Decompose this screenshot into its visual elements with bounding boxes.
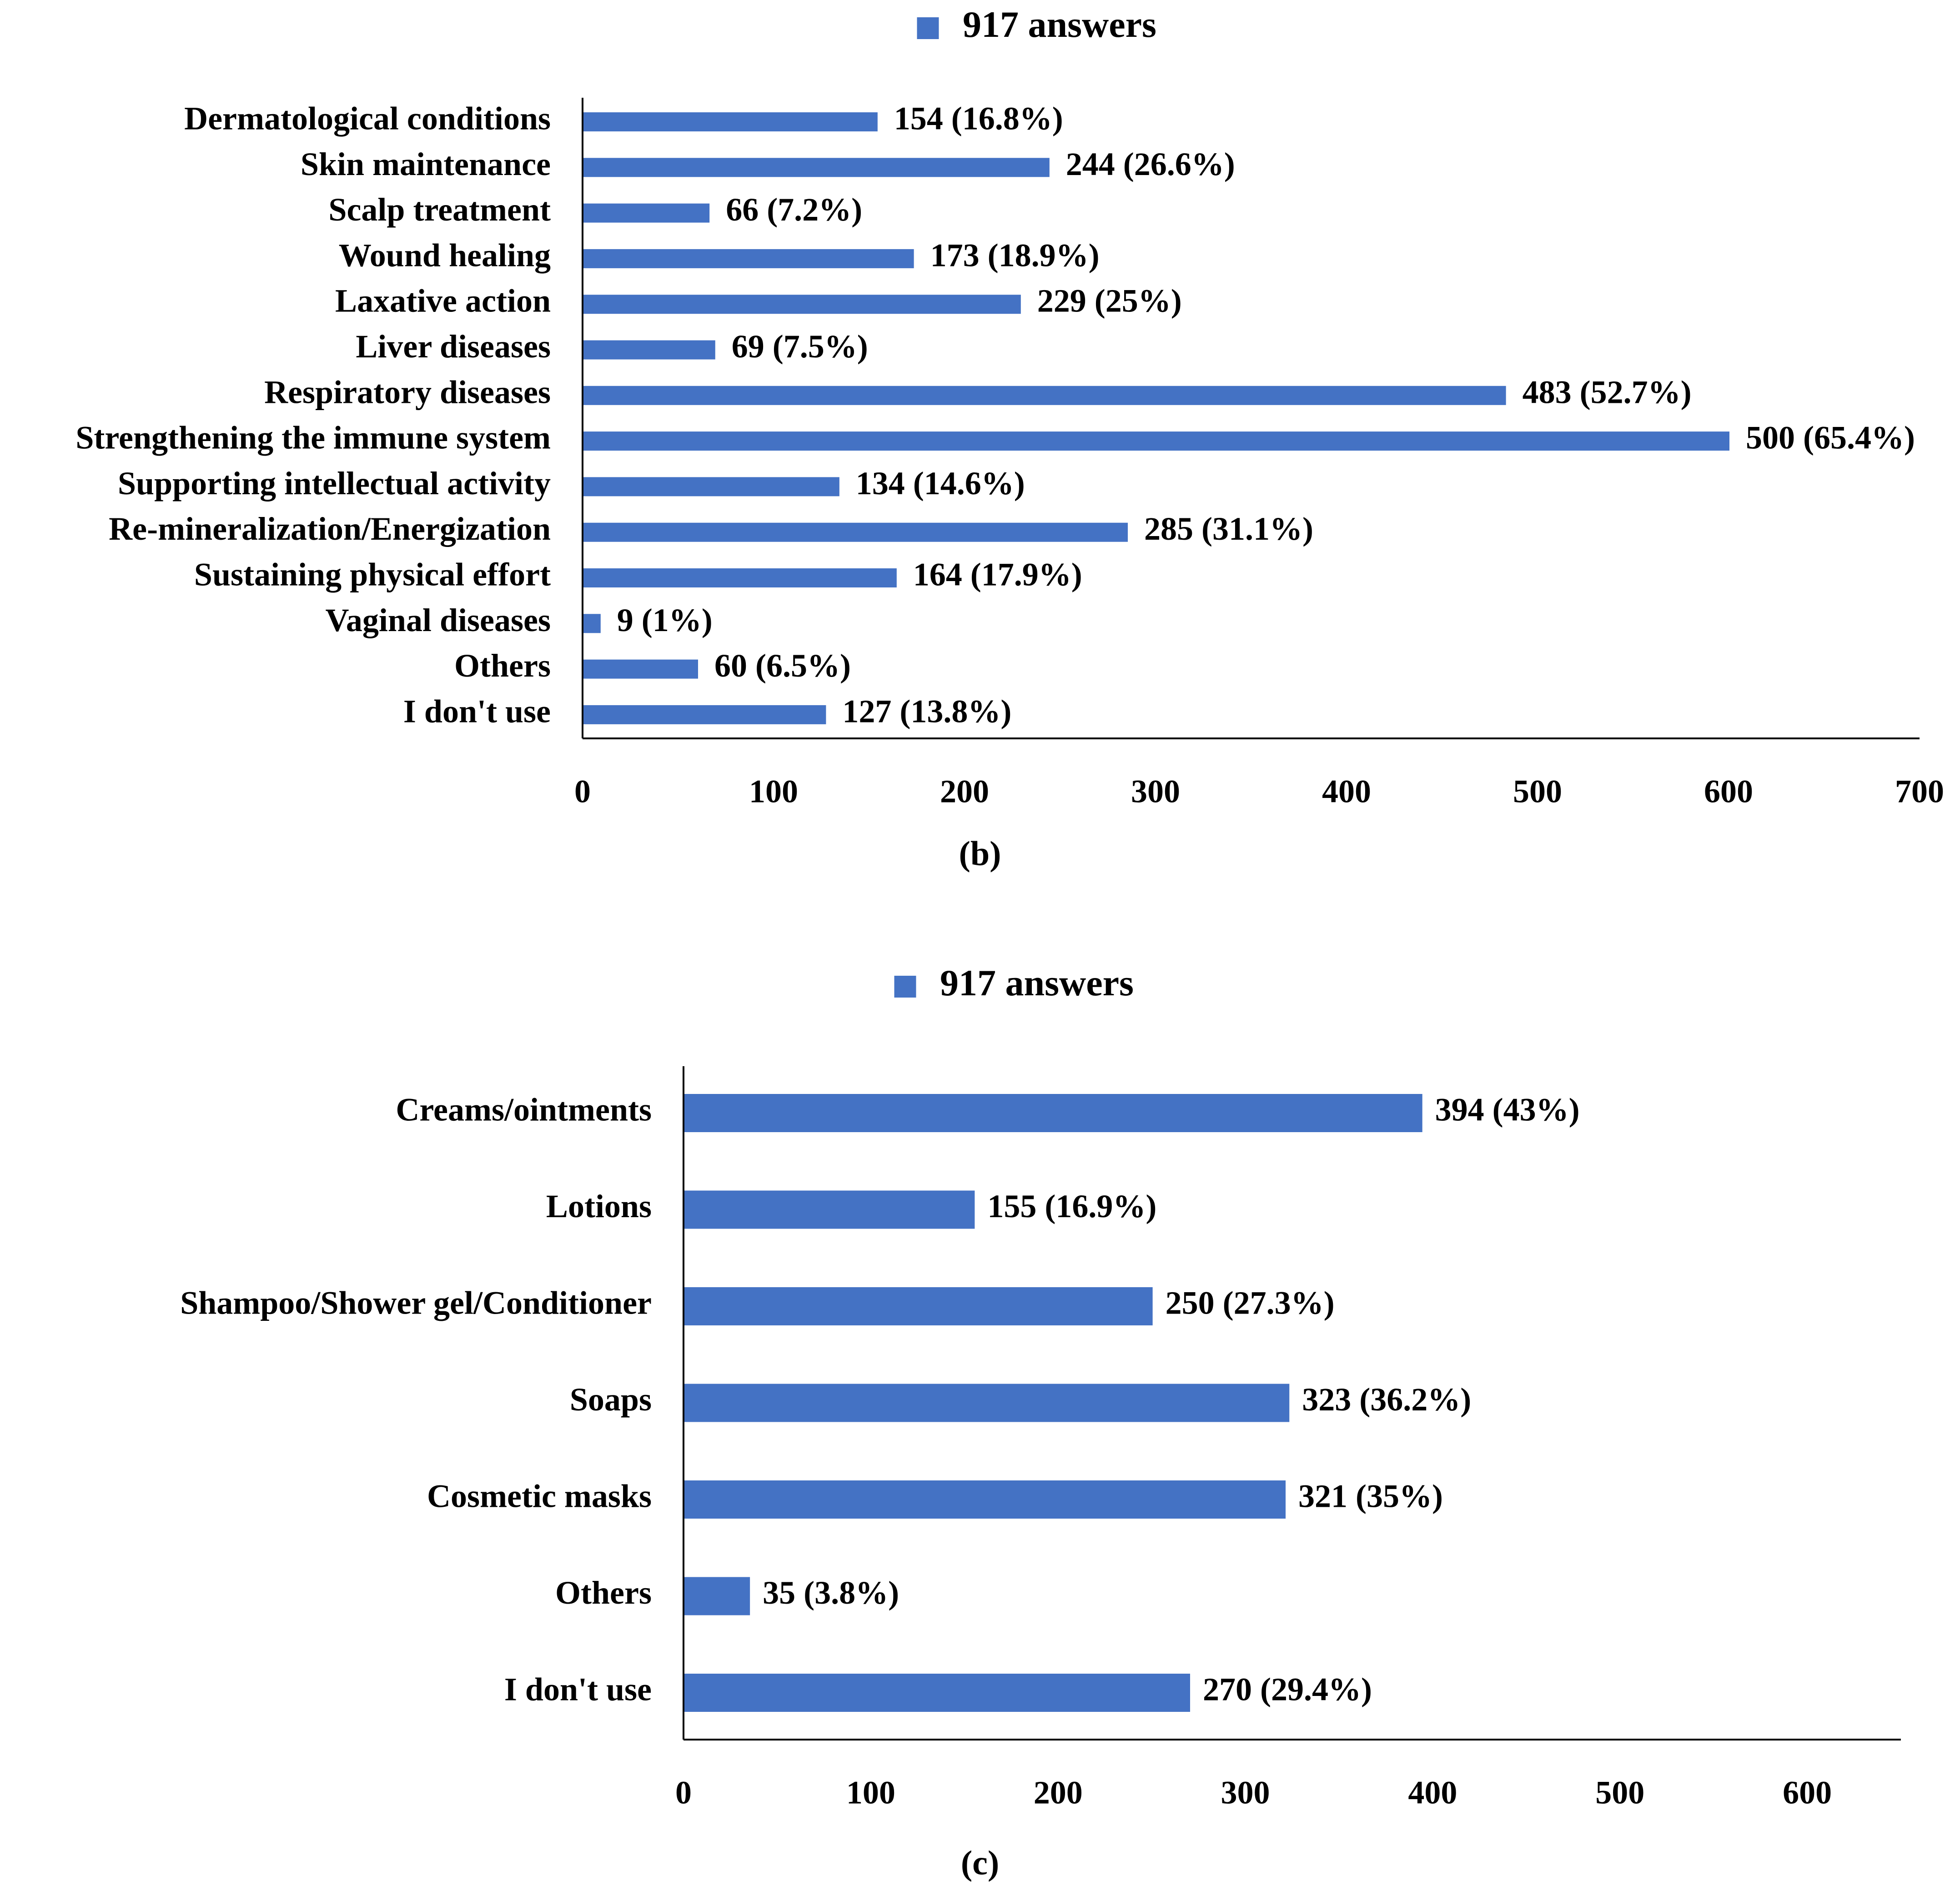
- data-label: 134 (14.6%): [856, 465, 1025, 502]
- category-label: Others: [454, 647, 551, 684]
- x-tick-label: 300: [1131, 773, 1180, 810]
- data-label: 394 (43%): [1435, 1092, 1580, 1128]
- x-tick-label: 0: [675, 1775, 692, 1811]
- bar: [684, 1480, 1286, 1519]
- data-label: 127 (13.8%): [842, 693, 1011, 729]
- category-label: Lotions: [546, 1188, 652, 1224]
- bar: [684, 1384, 1290, 1422]
- category-label: Strengthening the immune system: [75, 420, 551, 456]
- legend: 917 answers: [894, 962, 1134, 1003]
- category-label: Cosmetic masks: [427, 1478, 652, 1515]
- x-tick-label: 600: [1783, 1775, 1832, 1811]
- x-tick-label: 300: [1221, 1775, 1270, 1811]
- category-label: Respiratory diseases: [264, 374, 551, 410]
- bar: [684, 1094, 1422, 1132]
- bar: [684, 1190, 975, 1229]
- legend-swatch: [894, 976, 916, 998]
- category-label: Liver diseases: [356, 328, 551, 365]
- data-label: 500 (65.4%): [1746, 420, 1915, 456]
- x-tick-label: 400: [1322, 773, 1371, 810]
- x-tick-label: 0: [574, 773, 591, 810]
- bar: [583, 386, 1506, 405]
- category-label: Vaginal diseases: [326, 602, 551, 638]
- panel-caption: (c): [961, 1844, 999, 1882]
- bar: [684, 1287, 1153, 1325]
- chart-c: 917 answers Creams/ointments 394 (43%) Loti…: [180, 962, 1901, 1882]
- data-label: 164 (17.9%): [913, 557, 1082, 593]
- data-label: 173 (18.9%): [930, 237, 1100, 273]
- bar: [583, 522, 1128, 542]
- data-label: 60 (6.5%): [714, 647, 851, 684]
- data-label: 229 (25%): [1037, 283, 1182, 319]
- data-label: 155 (16.9%): [987, 1188, 1156, 1224]
- bar: [583, 340, 715, 360]
- bar: [583, 249, 914, 268]
- bar: [684, 1674, 1190, 1712]
- data-label: 323 (36.2%): [1302, 1381, 1471, 1418]
- data-label: 154 (16.8%): [894, 100, 1063, 137]
- bar: [583, 659, 698, 679]
- bar: [583, 431, 1729, 451]
- category-label: I don't use: [403, 693, 551, 729]
- category-label: Scalp treatment: [328, 191, 551, 228]
- x-tick-label: 200: [940, 773, 989, 810]
- data-label: 69 (7.5%): [732, 328, 868, 365]
- category-label: Soaps: [570, 1381, 652, 1418]
- data-label: 244 (26.6%): [1066, 146, 1235, 182]
- data-label: 270 (29.4%): [1203, 1671, 1372, 1708]
- bar: [583, 295, 1021, 314]
- data-label: 321 (35%): [1298, 1478, 1443, 1515]
- x-tick-label: 100: [846, 1775, 895, 1811]
- data-label: 35 (3.8%): [763, 1575, 899, 1611]
- category-label: Re-mineralization/Energization: [109, 511, 551, 547]
- category-label: Creams/ointments: [396, 1092, 652, 1128]
- x-tick-label: 400: [1408, 1775, 1457, 1811]
- legend: 917 answers: [917, 4, 1156, 45]
- bar: [583, 614, 601, 633]
- category-label: Shampoo/Shower gel/Conditioner: [180, 1285, 652, 1321]
- category-label: Others: [555, 1575, 652, 1611]
- legend-label: 917 answers: [963, 4, 1156, 45]
- x-tick-label: 200: [1034, 1775, 1083, 1811]
- x-tick-label: 500: [1513, 773, 1562, 810]
- bar: [583, 705, 826, 724]
- x-tick-label: 600: [1704, 773, 1753, 810]
- chart-b: 917 answers Dermatological conditions 154 …: [75, 4, 1944, 873]
- panel-caption: (b): [959, 834, 1001, 873]
- x-tick-label: 100: [749, 773, 798, 810]
- x-tick-label: 700: [1895, 773, 1944, 810]
- x-tick-label: 500: [1595, 1775, 1644, 1811]
- legend-swatch: [917, 17, 939, 39]
- bar: [684, 1577, 750, 1615]
- data-label: 483 (52.7%): [1523, 374, 1692, 410]
- category-label: Supporting intellectual activity: [118, 465, 551, 502]
- category-label: Wound healing: [339, 237, 551, 273]
- legend-label: 917 answers: [940, 962, 1134, 1003]
- data-label: 285 (31.1%): [1144, 511, 1313, 547]
- category-label: Dermatological conditions: [184, 100, 551, 137]
- data-label: 250 (27.3%): [1166, 1285, 1335, 1321]
- bar: [583, 158, 1050, 177]
- category-label: Skin maintenance: [301, 146, 551, 182]
- data-label: 9 (1%): [617, 602, 713, 638]
- category-label: I don't use: [504, 1671, 652, 1708]
- category-label: Laxative action: [335, 283, 551, 319]
- category-label: Sustaining physical effort: [194, 557, 551, 593]
- bar: [583, 203, 710, 223]
- bar: [583, 112, 878, 131]
- data-label: 66 (7.2%): [726, 191, 862, 228]
- bar: [583, 568, 897, 587]
- bar: [583, 477, 839, 497]
